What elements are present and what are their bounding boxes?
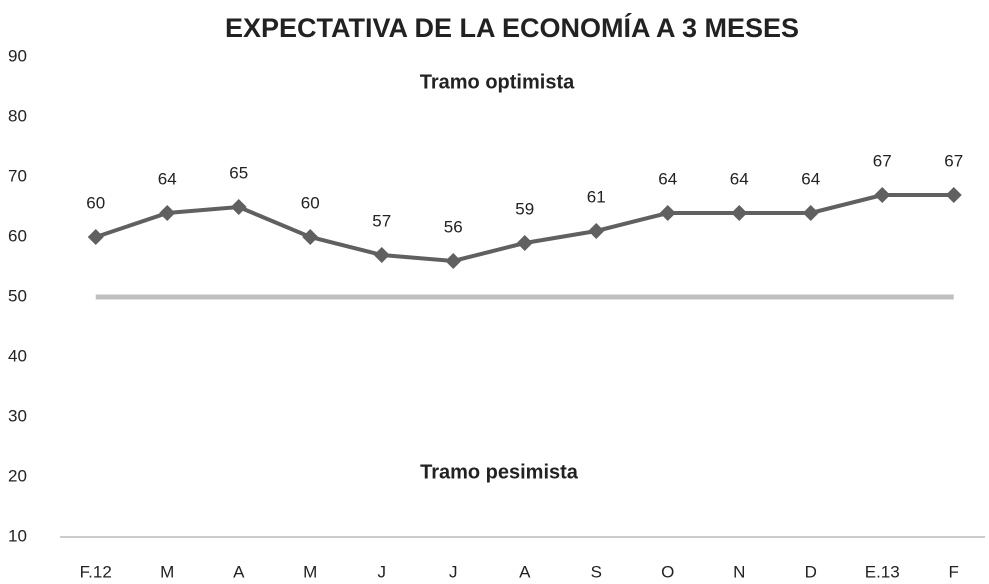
marker — [945, 187, 962, 203]
x-tick-label: F — [949, 562, 959, 581]
y-tick-label: 30 — [8, 406, 27, 425]
data-label: 64 — [801, 169, 820, 188]
x-tick-label: D — [805, 562, 817, 581]
x-tick-label: A — [233, 562, 245, 581]
marker — [230, 199, 247, 215]
y-tick-label: 40 — [8, 346, 27, 365]
x-tick-label: A — [519, 562, 531, 581]
marker — [588, 223, 605, 239]
y-tick-label: 90 — [8, 46, 27, 65]
data-label: 56 — [444, 217, 463, 236]
marker — [802, 205, 819, 221]
marker — [373, 247, 390, 263]
x-tick-label: M — [160, 562, 174, 581]
data-label: 59 — [515, 199, 534, 218]
data-label: 60 — [301, 193, 320, 212]
y-tick-label: 60 — [8, 226, 27, 245]
data-label: 60 — [86, 193, 105, 212]
y-tick-label: 10 — [8, 526, 27, 545]
marker — [159, 205, 176, 221]
annotation: Tramo optimista — [420, 71, 575, 93]
y-tick-label: 70 — [8, 166, 27, 185]
data-label: 57 — [372, 211, 391, 230]
data-label: 61 — [587, 187, 606, 206]
annotation: Tramo pesimista — [420, 461, 579, 483]
x-tick-label: F.12 — [80, 562, 112, 581]
data-label: 64 — [658, 169, 677, 188]
data-label: 65 — [229, 163, 248, 182]
x-tick-label: N — [733, 562, 745, 581]
data-label: 64 — [730, 169, 749, 188]
data-label: 64 — [158, 169, 177, 188]
y-tick-label: 20 — [8, 466, 27, 485]
x-tick-label: J — [449, 562, 458, 581]
marker — [731, 205, 748, 221]
y-tick-label: 80 — [8, 106, 27, 125]
marker — [87, 229, 104, 245]
marker — [445, 253, 462, 269]
x-tick-label: J — [378, 562, 387, 581]
marker — [302, 229, 319, 245]
data-label: 67 — [873, 151, 892, 170]
x-tick-label: M — [303, 562, 317, 581]
marker — [659, 205, 676, 221]
x-tick-label: S — [591, 562, 602, 581]
chart-title: EXPECTATIVA DE LA ECONOMÍA A 3 MESES — [225, 12, 799, 43]
x-tick-label: E.13 — [865, 562, 900, 581]
x-tick-label: O — [661, 562, 674, 581]
marker — [874, 187, 891, 203]
marker — [516, 235, 533, 251]
data-label: 67 — [944, 151, 963, 170]
y-tick-label: 50 — [8, 286, 27, 305]
